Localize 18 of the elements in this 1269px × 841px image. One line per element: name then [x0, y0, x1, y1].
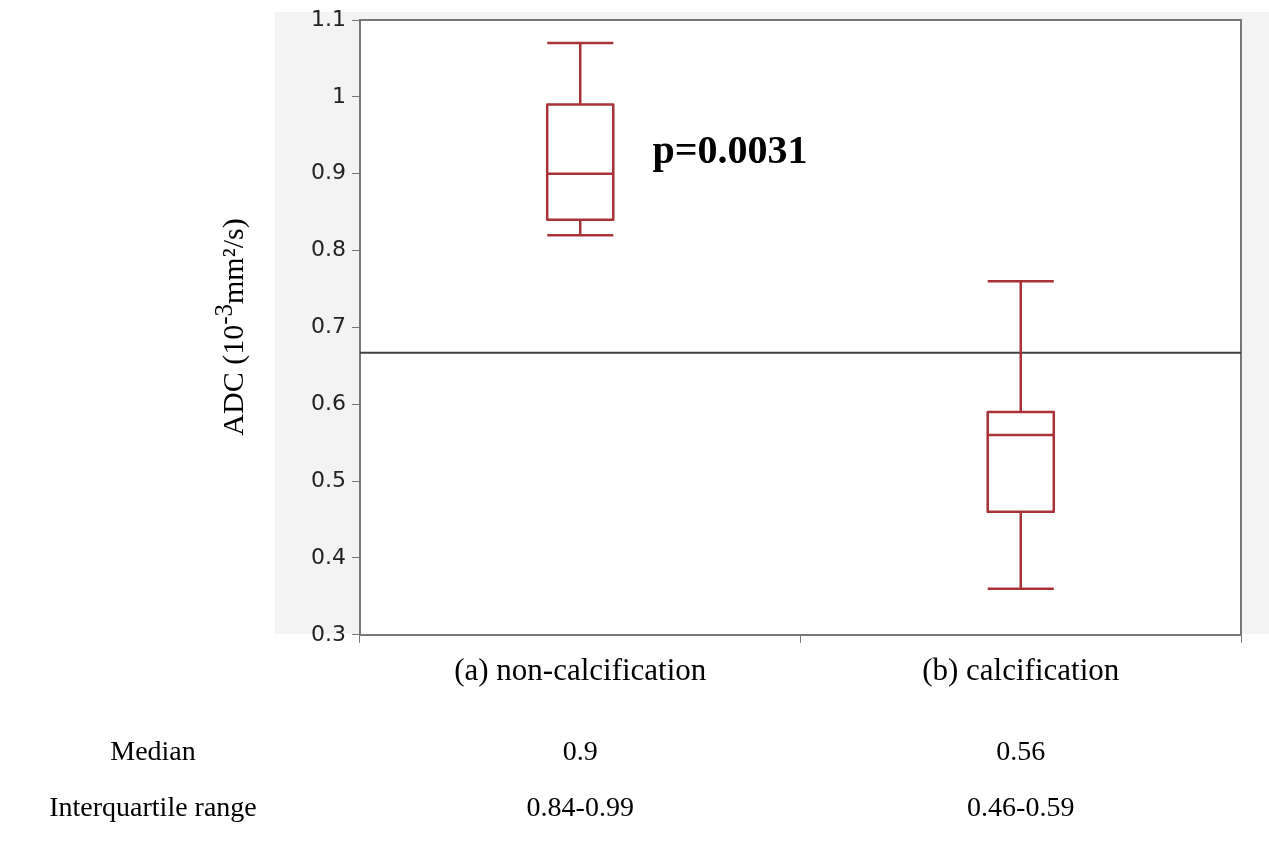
y-tick-label: 1: [331, 82, 346, 108]
text: 0.46-0.59: [967, 791, 1075, 823]
text: 0.9: [562, 735, 598, 767]
y-tick-label: 0.7: [310, 313, 346, 339]
x-tick-label: (a) non-calcification: [454, 651, 707, 687]
y-tick-label: 0.6: [310, 389, 346, 415]
y-tick-label: 0.9: [310, 159, 346, 185]
y-tick-label: 0.4: [310, 543, 346, 569]
text: Median: [110, 735, 196, 767]
text: 0.56: [996, 735, 1046, 767]
x-tick-label: (b) calcification: [922, 651, 1120, 687]
text: 0.84-0.99: [526, 791, 634, 823]
text: Interquartile range: [49, 791, 257, 823]
y-tick-label: 0.8: [310, 236, 346, 262]
y-tick-label: 0.5: [310, 466, 346, 492]
y-tick-label: 0.3: [310, 620, 346, 646]
annotation: p=0.0031: [652, 126, 808, 172]
y-tick-label: 1.1: [310, 5, 346, 31]
